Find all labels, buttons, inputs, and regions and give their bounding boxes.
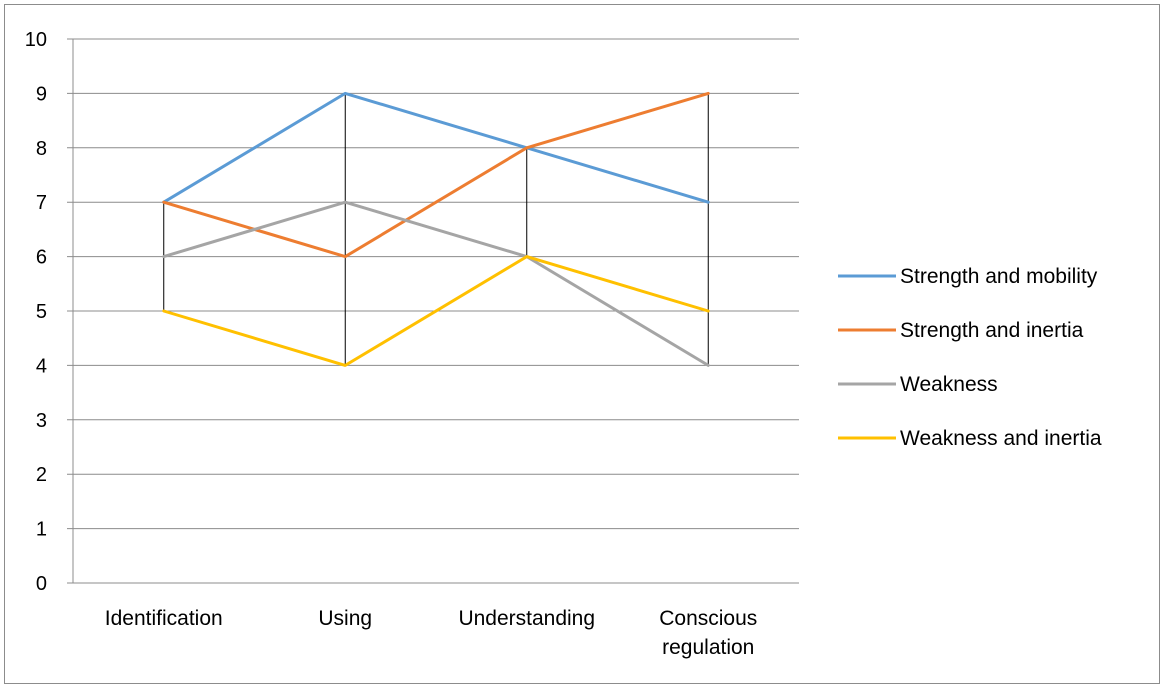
gridlines <box>67 38 799 584</box>
series-line <box>162 255 710 367</box>
y-axis-tick-labels: 0 1 2 3 4 5 6 7 8 9 10 <box>25 29 47 595</box>
series-line <box>162 91 710 204</box>
y-tick-label: 3 <box>36 410 47 432</box>
y-tick-label: 1 <box>36 519 47 541</box>
x-category-label: Identification <box>105 607 223 630</box>
legend-label: Weakness and inertia <box>900 427 1102 450</box>
y-tick-label: 5 <box>36 301 47 323</box>
legend: Strength and mobility Strength and inerti… <box>838 265 1102 450</box>
x-category-label: Using <box>318 607 372 630</box>
y-tick-label: 10 <box>25 29 47 51</box>
y-tick-label: 6 <box>36 247 47 269</box>
chart-frame <box>4 4 1160 684</box>
x-axis-category-labels: Identification Using Understanding Consciou… <box>105 607 757 659</box>
legend-label: Weakness <box>900 373 998 396</box>
y-tick-label: 0 <box>36 573 47 595</box>
y-tick-label: 4 <box>36 355 47 377</box>
legend-label: Strength and inertia <box>900 319 1084 342</box>
series-line <box>162 200 710 367</box>
y-tick-label: 2 <box>36 464 47 486</box>
y-tick-label: 9 <box>36 83 47 105</box>
legend-label: Strength and mobility <box>900 265 1098 288</box>
x-category-label: Understanding <box>458 607 595 630</box>
y-tick-label: 7 <box>36 192 47 214</box>
series-lines <box>162 91 710 367</box>
y-tick-label: 8 <box>36 138 47 160</box>
x-category-label: Conscious regulation <box>659 607 757 659</box>
